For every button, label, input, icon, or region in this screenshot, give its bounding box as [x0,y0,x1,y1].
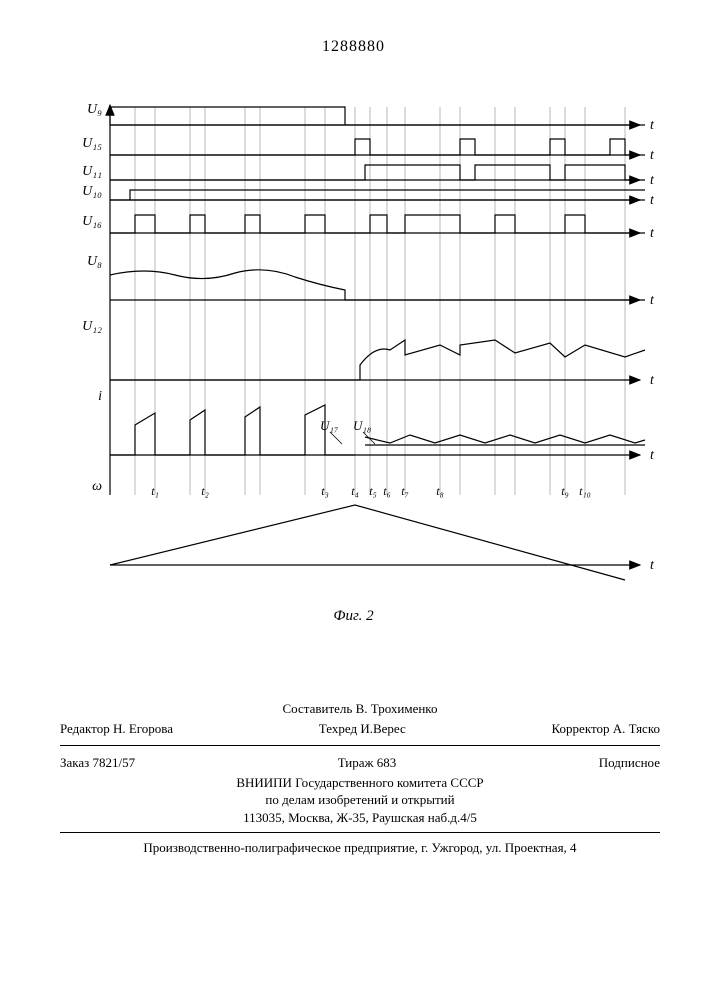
svg-text:U₉: U₉ [87,102,102,117]
svg-text:t: t [650,193,655,208]
svg-text:t₆: t₆ [383,484,391,498]
editor: Редактор Н. Егорова [60,720,173,738]
divider [60,832,660,833]
svg-text:U₁₂: U₁₂ [82,319,102,334]
svg-text:t: t [650,173,655,188]
org-line-2: по делам изобретений и открытий [60,791,660,809]
figure-caption: Фиг. 2 [333,608,373,625]
svg-text:U₈: U₈ [87,254,102,269]
subscription: Подписное [599,754,660,772]
svg-text:U₁₆: U₁₆ [82,214,102,229]
svg-text:U₁₀: U₁₀ [82,184,102,199]
corrector: Корректор А. Тяско [552,720,660,738]
svg-text:t: t [650,448,655,463]
svg-text:t: t [650,118,655,133]
svg-text:U₁₈: U₁₈ [353,418,372,433]
svg-text:t: t [650,226,655,241]
svg-text:t: t [650,373,655,388]
svg-text:U₁₅: U₁₅ [82,136,102,151]
svg-text:t₂: t₂ [201,484,209,498]
org-line-3: 113035, Москва, Ж-35, Раушская наб.д.4/5 [60,809,660,827]
tech: Техред И.Верес [319,720,406,738]
signature-row: Редактор Н. Егорова Техред И.Верес Корре… [60,718,660,740]
svg-text:t₈: t₈ [436,484,444,498]
svg-text:i: i [98,389,102,404]
svg-text:U₁₁: U₁₁ [82,164,102,179]
svg-text:t₁: t₁ [151,484,159,498]
svg-text:ω: ω [92,479,102,494]
svg-text:t: t [650,148,655,163]
svg-text:t₄: t₄ [351,484,359,498]
svg-text:t₁₀: t₁₀ [579,484,591,498]
divider [60,745,660,746]
compiler-line: Составитель В. Трохименко [60,700,660,718]
org-line-1: ВНИИПИ Государственного комитета СССР [60,774,660,792]
page-number: 1288880 [322,38,385,56]
svg-text:t₇: t₇ [401,484,409,498]
svg-text:t: t [650,558,655,573]
order: Заказ 7821/57 [60,754,135,772]
timing-diagram: tttttttttU₉U₁₅U₁₁U₁₀U₁₆U₈U₁₂iωU₁₇U₁₈t₁t₂… [65,95,665,605]
svg-text:t₉: t₉ [561,484,569,498]
svg-text:t₅: t₅ [369,484,377,498]
svg-text:t: t [650,293,655,308]
order-row: Заказ 7821/57 Тираж 683 Подписное [60,752,660,774]
svg-text:t₃: t₃ [321,484,329,498]
footer-block: Составитель В. Трохименко Редактор Н. Ег… [60,700,660,857]
svg-text:U₁₇: U₁₇ [320,418,339,433]
tirage: Тираж 683 [338,754,397,772]
printer-line: Производственно-полиграфическое предприя… [60,839,660,857]
